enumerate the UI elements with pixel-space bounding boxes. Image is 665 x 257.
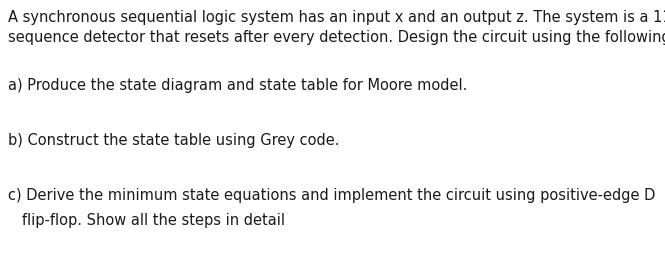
Text: A synchronous sequential logic system has an input x and an output z. The system: A synchronous sequential logic system ha… xyxy=(8,10,665,25)
Text: c) Derive the minimum state equations and implement the circuit using positive-e: c) Derive the minimum state equations an… xyxy=(8,188,656,203)
Text: a) Produce the state diagram and state table for Moore model.: a) Produce the state diagram and state t… xyxy=(8,78,467,93)
Text: b) Construct the state table using Grey code.: b) Construct the state table using Grey … xyxy=(8,133,340,148)
Text: sequence detector that resets after every detection. Design the circuit using th: sequence detector that resets after ever… xyxy=(8,30,665,45)
Text: flip-flop. Show all the steps in detail: flip-flop. Show all the steps in detail xyxy=(8,213,285,228)
